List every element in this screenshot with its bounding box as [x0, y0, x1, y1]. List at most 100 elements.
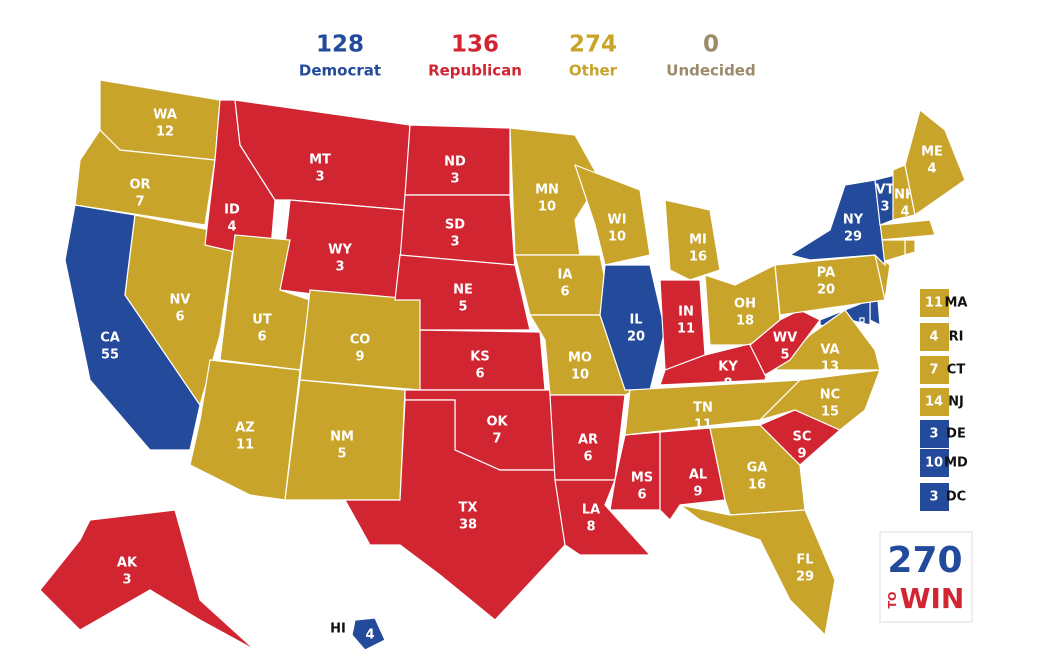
- state-abbr: VA: [820, 343, 839, 358]
- state-abbr: WV: [773, 331, 797, 346]
- summary-label: Undecided: [666, 62, 755, 80]
- logo-box: [879, 531, 973, 623]
- state-votes: 18: [736, 314, 754, 329]
- legend-abbr: CT: [947, 363, 966, 378]
- state[interactable]: [574, 163, 651, 266]
- logo-win: WIN: [900, 582, 965, 615]
- legend-box[interactable]: [920, 356, 949, 384]
- state[interactable]: [859, 317, 865, 323]
- state-abbr: AR: [578, 433, 598, 448]
- state[interactable]: [749, 309, 821, 376]
- state-votes: 10: [538, 200, 556, 215]
- state-votes: 4: [227, 220, 236, 235]
- state-abbr: UT: [252, 313, 272, 328]
- state-abbr: WI: [607, 213, 626, 228]
- state[interactable]: [679, 504, 836, 637]
- state-votes: 12: [156, 125, 174, 140]
- legend-votes: 4: [929, 330, 938, 345]
- state-abbr: OK: [486, 415, 508, 430]
- state-votes: 6: [583, 450, 592, 465]
- state-abbr: NE: [453, 283, 473, 298]
- state-votes: 20: [627, 330, 645, 345]
- state-votes: 5: [780, 348, 789, 363]
- state[interactable]: [904, 239, 916, 256]
- legend-abbr: NJ: [948, 395, 964, 410]
- legend-box[interactable]: [920, 388, 949, 416]
- state-abbr: IN: [678, 305, 694, 320]
- state-abbr: NM: [330, 430, 354, 445]
- state-abbr: TX: [459, 501, 478, 516]
- state-abbr: OH: [734, 297, 756, 312]
- state-abbr: NV: [170, 293, 191, 308]
- state-votes: 8: [586, 520, 595, 535]
- legend-box[interactable]: [920, 323, 949, 351]
- state-votes: 6: [175, 310, 184, 325]
- state[interactable]: [904, 108, 966, 217]
- state-votes: 4: [365, 628, 374, 643]
- legend-votes: 14: [925, 395, 943, 410]
- state[interactable]: [869, 299, 881, 327]
- state-abbr: ND: [444, 155, 466, 170]
- state[interactable]: [774, 254, 886, 316]
- state-abbr: MO: [568, 351, 592, 366]
- state-votes: 13: [821, 360, 839, 375]
- state[interactable]: [351, 617, 386, 651]
- legend-votes: 3: [929, 427, 938, 442]
- summary-count: 274: [569, 32, 617, 58]
- state-votes: 6: [560, 285, 569, 300]
- state-abbr: MN: [535, 183, 559, 198]
- state-abbr: KY: [718, 360, 738, 375]
- state[interactable]: [39, 509, 256, 651]
- legend-box[interactable]: [920, 483, 949, 511]
- state-votes: 20: [817, 283, 835, 298]
- state[interactable]: [879, 219, 936, 241]
- state-abbr: FL: [796, 553, 813, 568]
- state-votes: 10: [571, 368, 589, 383]
- summary-count: 0: [703, 32, 719, 58]
- legend-box[interactable]: [920, 289, 949, 317]
- logo-to: TO: [886, 592, 899, 609]
- legend-abbr: MA: [945, 296, 968, 311]
- state[interactable]: [189, 359, 301, 501]
- logo-number: 270: [887, 540, 962, 581]
- state-abbr: VT: [876, 183, 895, 198]
- state-votes: 3: [450, 235, 459, 250]
- state-votes: 9: [355, 350, 364, 365]
- summary-label: Other: [569, 62, 618, 80]
- legend-votes: 10: [925, 456, 943, 471]
- state-abbr: CA: [100, 331, 120, 346]
- state-votes: 3: [335, 260, 344, 275]
- state[interactable]: [609, 431, 661, 511]
- legend-abbr: RI: [949, 330, 964, 345]
- legend-votes: 7: [929, 363, 938, 378]
- state-votes: 3: [122, 573, 131, 588]
- state-abbr: TN: [693, 401, 713, 416]
- state-abbr: SC: [793, 430, 812, 445]
- state-abbr: OR: [129, 178, 150, 193]
- state-votes: 4: [900, 205, 909, 220]
- state[interactable]: [74, 129, 216, 226]
- legend-box[interactable]: [920, 449, 949, 477]
- state-votes: 11: [677, 322, 695, 337]
- legend-box[interactable]: [920, 420, 949, 448]
- state-abbr: IA: [558, 268, 573, 283]
- state-votes: 3: [450, 172, 459, 187]
- state-abbr: WY: [328, 243, 352, 258]
- state-abbr: AZ: [235, 421, 255, 436]
- state-votes: 3: [880, 200, 889, 215]
- state-votes: 9: [693, 485, 702, 500]
- state-votes: 4: [927, 162, 936, 177]
- state-votes: 38: [459, 518, 477, 533]
- state-votes: 6: [475, 367, 484, 382]
- state-abbr: ID: [224, 203, 240, 218]
- state[interactable]: [343, 399, 566, 621]
- state[interactable]: [757, 369, 881, 431]
- state-votes: 9: [797, 447, 806, 462]
- state-abbr: MI: [689, 233, 707, 248]
- state-votes: 5: [337, 447, 346, 462]
- state-abbr: LA: [582, 503, 600, 518]
- legend-abbr: DE: [946, 427, 966, 442]
- state[interactable]: [788, 179, 886, 267]
- legend-votes: 11: [925, 296, 943, 311]
